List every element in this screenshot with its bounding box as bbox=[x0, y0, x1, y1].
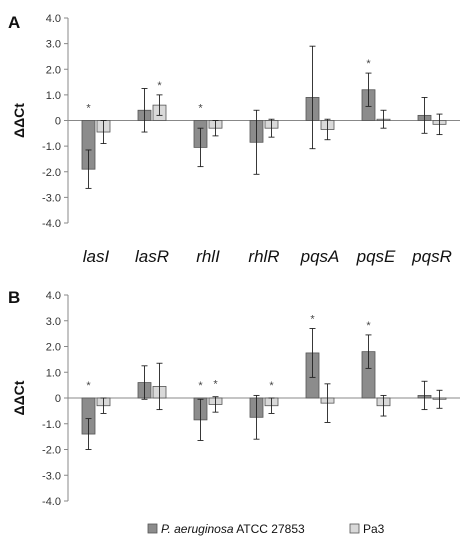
y-tick-label: 1.0 bbox=[46, 367, 61, 379]
significance-star: * bbox=[310, 313, 315, 325]
significance-star: * bbox=[86, 103, 91, 115]
legend-label: P. aeruginosa ATCC 27853 bbox=[161, 522, 305, 536]
legend-label: Pa3 bbox=[363, 522, 385, 536]
category-label: pqsE bbox=[356, 247, 396, 266]
category-label: lasR bbox=[135, 247, 169, 266]
significance-star: * bbox=[366, 58, 371, 70]
significance-star: * bbox=[198, 103, 203, 115]
category-label: pqsA bbox=[300, 247, 340, 266]
y-axis-label: ΔΔCt bbox=[11, 103, 27, 138]
significance-star: * bbox=[86, 380, 91, 392]
legend-swatch bbox=[147, 523, 158, 534]
panel-a: A 4.0 3.0 2.0 1.0 0 -1.0 -2.0 -3.0 -4.0 ΔΔCt * lasI *… bbox=[8, 13, 460, 266]
y-tick-label: -4.0 bbox=[42, 218, 61, 230]
y-tick-label: 2.0 bbox=[46, 342, 61, 354]
y-tick-label: 3.0 bbox=[46, 316, 61, 328]
y-tick-label: 4.0 bbox=[46, 13, 61, 25]
y-tick-label: -4.0 bbox=[42, 496, 61, 508]
significance-star: * bbox=[269, 380, 274, 392]
y-tick-label: -2.0 bbox=[42, 445, 61, 457]
y-tick-label: -3.0 bbox=[42, 470, 61, 482]
y-tick-label: -2.0 bbox=[42, 167, 61, 179]
y-tick-label: 4.0 bbox=[46, 290, 61, 302]
y-tick-label: 1.0 bbox=[46, 90, 61, 102]
y-tick-label: -1.0 bbox=[42, 419, 61, 431]
significance-star: * bbox=[213, 379, 218, 391]
category-label: rhlR bbox=[248, 247, 279, 266]
category-label: rhlI bbox=[196, 247, 220, 266]
y-tick-label: 0 bbox=[55, 116, 61, 128]
panel-b: B 4.0 3.0 2.0 1.0 0 -1.0 -2.0 -3.0 -4.0 ΔΔCt * * * * * * bbox=[8, 288, 460, 508]
y-tick-label: 3.0 bbox=[46, 39, 61, 51]
significance-star: * bbox=[198, 380, 203, 392]
legend: P. aeruginosa ATCC 27853 Pa3 bbox=[147, 522, 385, 536]
y-axis-label: ΔΔCt bbox=[11, 380, 27, 415]
legend-swatch bbox=[349, 523, 360, 534]
significance-star: * bbox=[157, 80, 162, 92]
significance-star: * bbox=[366, 320, 371, 332]
panel-label: B bbox=[8, 288, 20, 307]
panel-label: A bbox=[8, 13, 20, 32]
y-tick-label: 2.0 bbox=[46, 64, 61, 76]
y-tick-label: -1.0 bbox=[42, 141, 61, 153]
category-label: lasI bbox=[83, 247, 110, 266]
y-tick-label: -3.0 bbox=[42, 192, 61, 204]
category-label: pqsR bbox=[411, 247, 452, 266]
y-tick-label: 0 bbox=[55, 393, 61, 405]
